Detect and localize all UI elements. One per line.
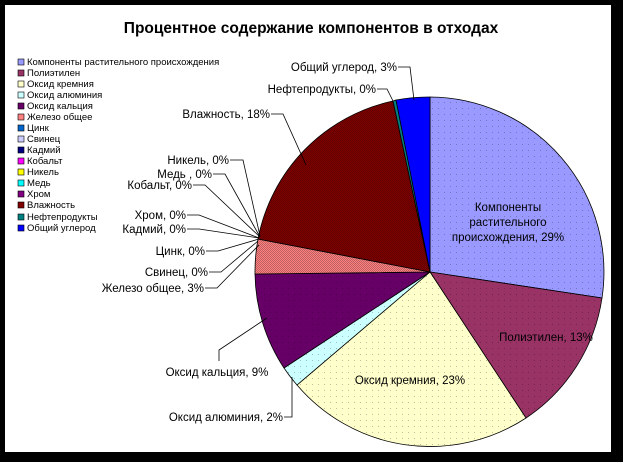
label-nikel: Никель, 0% [167,155,229,167]
legend-label: Цинк [27,123,50,134]
label-kobalt: Кобальт, 0% [127,180,192,192]
label-komponenty-2: растительного [469,217,546,229]
legend-swatch [17,157,25,165]
legend-label: Оксид кальция [27,101,93,112]
legend-label: Общий углерод [27,223,96,234]
legend-swatch [17,146,25,154]
legend-label: Свинец [27,134,61,145]
legend-swatch [17,91,25,99]
legend-item: Железо общее [17,112,92,123]
legend-label: Полиэтилен [27,68,80,79]
legend-swatch [17,69,25,77]
label-komponenty-1: Компоненты [475,202,541,214]
label-hrom: Хром, 0% [135,210,186,222]
label-med: Медь , 0% [157,169,212,181]
legend-label: Влажность [27,200,75,211]
legend-label: Оксид алюминия [27,90,102,101]
legend-item: Влажность [17,200,75,211]
legend-label: Железо общее [27,112,92,123]
legend-item: Оксид кремния [17,79,94,90]
legend-swatch [17,135,25,143]
label-svinec: Свинец, 0% [145,267,208,279]
legend-item: Кадмий [17,145,61,156]
legend-label: Хром [27,189,50,200]
leader-lines [187,66,415,418]
legend-item: Оксид алюминия [17,90,102,101]
legend-item: Свинец [17,134,61,145]
legend-swatch [17,58,25,66]
legend-swatch [17,213,25,221]
chart-title: Процентное содержание компонентов в отхо… [124,20,499,37]
legend-label: Никель [27,167,59,178]
legend-label: Нефтепродукты [27,212,98,223]
legend-label: Медь [27,178,51,189]
legend-swatch [17,179,25,187]
label-cink: Цинк, 0% [156,246,205,258]
legend-swatch [17,113,25,121]
label-uglerod: Общий углерод, 3% [291,62,397,74]
legend-item: Нефтепродукты [17,212,98,223]
legend-swatch [17,102,25,110]
label-komponenty-3: происхождения, 29% [452,232,564,244]
label-alyuminiya: Оксид алюминия, 2% [169,412,283,424]
label-kalciya: Оксид кальция, 9% [166,367,269,379]
legend-swatch [17,201,25,209]
legend-item: Кобальт [17,156,63,167]
legend-item: Хром [17,189,50,200]
chart-legend: Компоненты растительного происхождения П… [17,57,219,234]
legend-swatch [17,168,25,176]
label-nefteprodukty: Нефтепродукты, 0% [268,84,376,96]
label-kremniya: Оксид кремния, 23% [355,375,465,387]
legend-label: Оксид кремния [27,79,94,90]
legend-item: Оксид кальция [17,101,93,112]
legend-label: Кобальт [27,156,63,167]
legend-label: Компоненты растительного происхождения [27,57,219,68]
label-polietilen: Полиэтилен, 13% [499,332,593,344]
legend-swatch [17,80,25,88]
data-labels: Общий углерод, 3% Нефтепродукты, 0% Влаж… [102,62,593,424]
legend-item: Цинк [17,123,50,134]
label-zhelezo: Железо общее, 3% [102,283,204,295]
legend-swatch [17,124,25,132]
pie-slices [254,96,605,447]
legend-swatch [17,224,25,232]
legend-item: Никель [17,167,59,178]
label-vlazhnost: Влажность, 18% [182,109,270,121]
slice-uglerod[interactable] [395,96,431,273]
legend-swatch [17,190,25,198]
legend-item: Общий углерод [17,223,96,234]
legend-item: Компоненты растительного происхождения [17,57,219,68]
label-kadmiy: Кадмий, 0% [122,224,186,236]
legend-item: Полиэтилен [17,68,80,79]
legend-label: Кадмий [27,145,61,156]
legend-item: Медь [17,178,51,189]
